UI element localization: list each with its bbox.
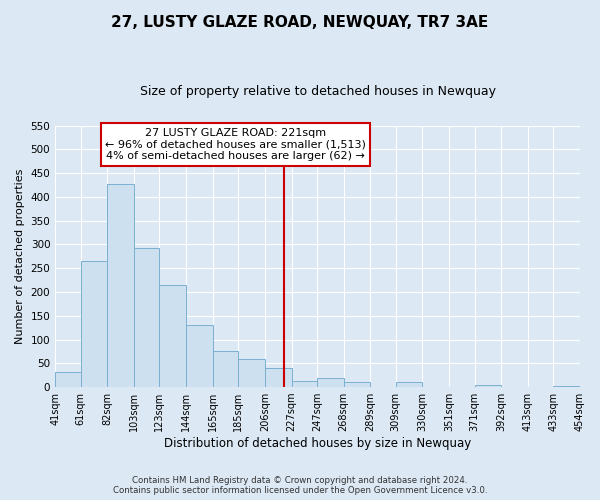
Bar [107,184,134,387]
Bar [292,381,317,387]
Bar [186,326,213,387]
Text: Contains HM Land Registry data © Crown copyright and database right 2024.
Contai: Contains HM Land Registry data © Crown c… [113,476,487,495]
Text: 27, LUSTY GLAZE ROAD, NEWQUAY, TR7 3AE: 27, LUSTY GLAZE ROAD, NEWQUAY, TR7 3AE [112,15,488,30]
Bar [396,382,422,387]
Bar [213,351,238,387]
Text: 27 LUSTY GLAZE ROAD: 221sqm
← 96% of detached houses are smaller (1,513)
4% of s: 27 LUSTY GLAZE ROAD: 221sqm ← 96% of det… [105,128,366,161]
X-axis label: Distribution of detached houses by size in Newquay: Distribution of detached houses by size … [164,437,471,450]
Bar [475,384,501,387]
Bar [317,378,344,387]
Bar [265,368,292,387]
Bar [134,248,160,387]
Bar [238,359,265,387]
Y-axis label: Number of detached properties: Number of detached properties [15,168,25,344]
Bar [553,386,580,387]
Bar [344,382,370,387]
Bar [80,261,107,387]
Bar [55,372,80,387]
Title: Size of property relative to detached houses in Newquay: Size of property relative to detached ho… [140,85,496,98]
Bar [160,285,186,387]
